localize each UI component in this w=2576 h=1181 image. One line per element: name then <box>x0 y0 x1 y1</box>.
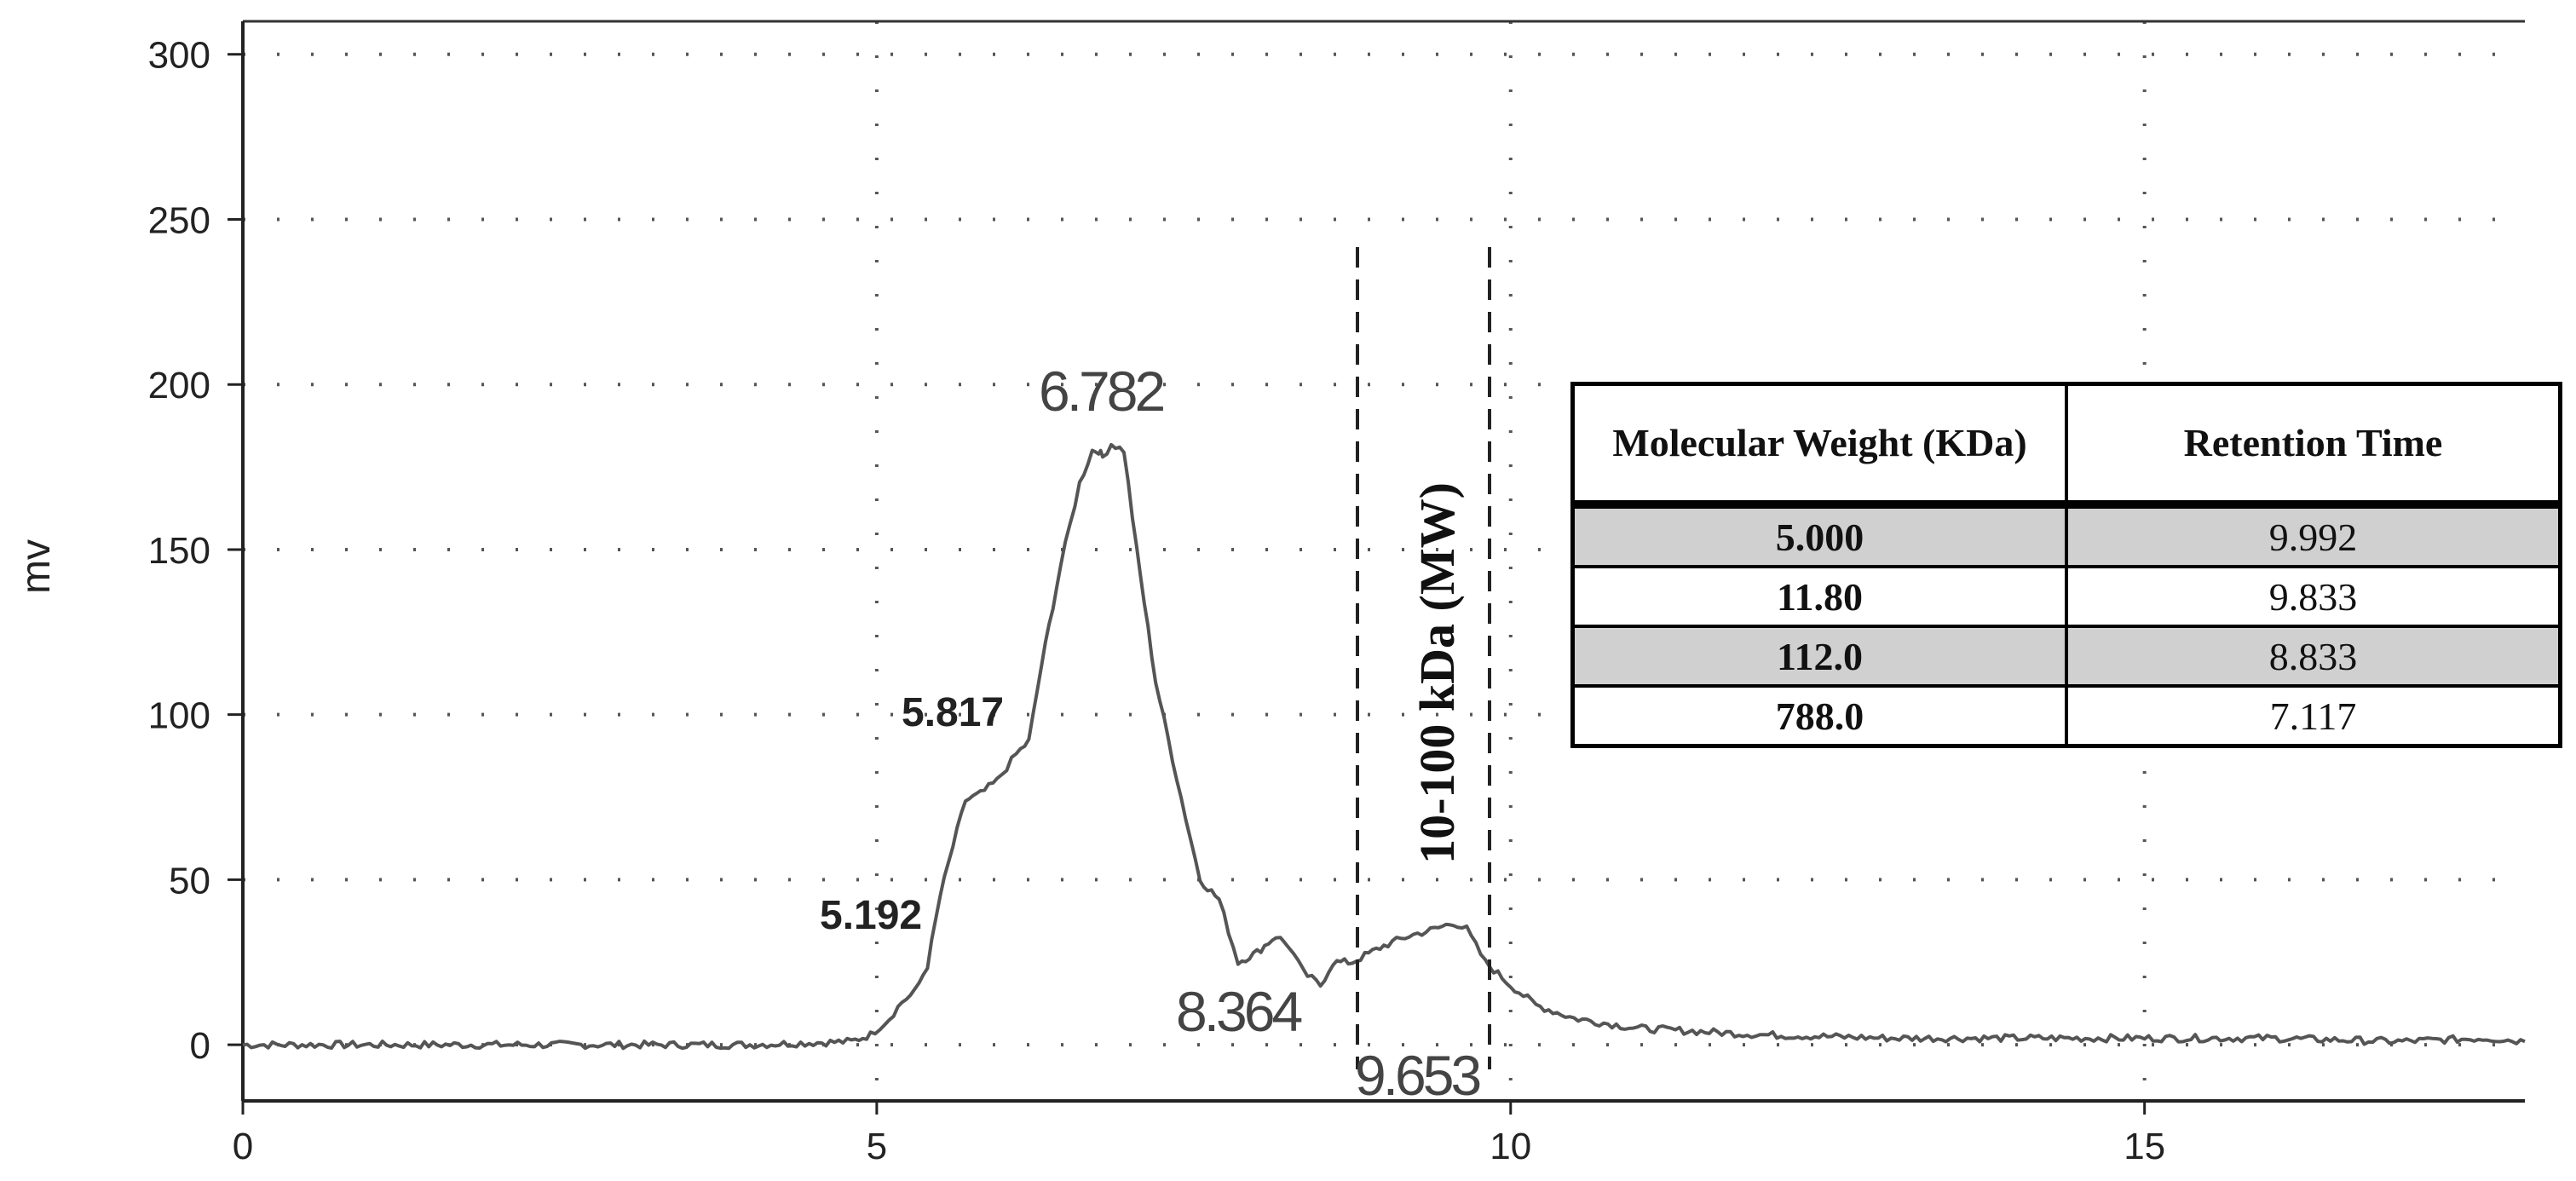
chromatogram-trace <box>242 442 2526 1051</box>
x-tick-label: 15 <box>2124 1126 2165 1167</box>
table-header-row: Molecular Weight (KDa) Retention Time <box>1570 382 2562 509</box>
peak-label-8364: 8.364 <box>1176 980 1301 1043</box>
peak-label-9653: 9.653 <box>1355 1044 1479 1107</box>
y-tick-label: 200 <box>148 365 210 406</box>
cell-rt: 9.833 <box>2065 565 2562 628</box>
header-retention-time: Retention Time <box>2065 382 2562 509</box>
header-molecular-weight: Molecular Weight (KDa) <box>1570 382 2068 509</box>
table-row: 11.80 9.833 <box>1570 565 2562 628</box>
y-tick-label: 300 <box>148 35 210 77</box>
region-label: 10-100 kDa (MW) <box>1409 482 1465 864</box>
cell-mw: 112.0 <box>1570 625 2068 688</box>
cell-mw: 11.80 <box>1570 565 2068 628</box>
x-tick-label: 0 <box>233 1126 253 1167</box>
x-axis-ticks: 0 5 10 15 <box>233 1101 2165 1167</box>
table-row: 5.000 9.992 <box>1570 503 2562 568</box>
y-tick-label: 50 <box>169 860 210 902</box>
table-row: 788.0 7.117 <box>1570 684 2562 748</box>
y-axis-label: mv <box>14 539 59 594</box>
x-tick-label: 5 <box>867 1126 887 1167</box>
cell-rt: 9.992 <box>2065 503 2562 568</box>
y-tick-label: 150 <box>148 530 210 572</box>
cell-mw: 5.000 <box>1570 503 2068 568</box>
peak-label-6782: 6.782 <box>1039 360 1163 423</box>
y-axis-ticks: 0 50 100 150 200 250 300 <box>148 35 243 1067</box>
molecular-weight-table: Molecular Weight (KDa) Retention Time 5.… <box>1570 382 2562 748</box>
y-tick-label: 100 <box>148 695 210 737</box>
cell-rt: 8.833 <box>2065 625 2562 688</box>
table-row: 112.0 8.833 <box>1570 625 2562 688</box>
cell-rt: 7.117 <box>2065 684 2562 748</box>
peak-label-5192: 5.192 <box>820 893 922 938</box>
peak-label-5817: 5.817 <box>902 690 1004 735</box>
y-tick-label: 250 <box>148 199 210 241</box>
x-tick-label: 10 <box>1490 1126 1531 1167</box>
y-tick-label: 0 <box>190 1025 210 1067</box>
cell-mw: 788.0 <box>1570 684 2068 748</box>
